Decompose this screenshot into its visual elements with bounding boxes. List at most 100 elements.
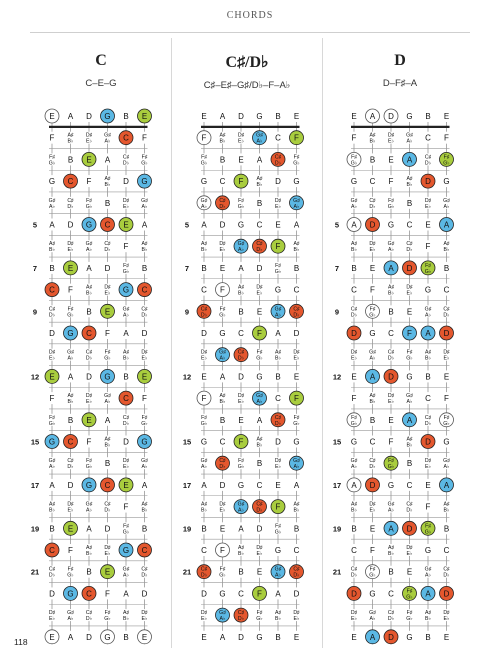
note-label: A♯ bbox=[275, 610, 281, 616]
note-marker: G bbox=[403, 630, 416, 643]
note-label: E♭ bbox=[49, 616, 55, 622]
note-label: C bbox=[444, 546, 450, 555]
note-label: D bbox=[351, 329, 357, 338]
note-marker: F♯G♭ bbox=[216, 565, 229, 579]
note-label: F bbox=[370, 546, 375, 555]
note-label: A bbox=[86, 264, 92, 273]
note-label: B bbox=[86, 568, 91, 577]
note-marker: F bbox=[64, 283, 77, 296]
note-marker: A♯B♭ bbox=[253, 175, 266, 188]
note-label: G♯ bbox=[49, 198, 56, 204]
note-label: G♯ bbox=[275, 306, 282, 312]
note-label: G bbox=[141, 437, 147, 446]
note-label: E♭ bbox=[238, 399, 244, 405]
note-label: D♭ bbox=[123, 421, 129, 427]
note-marker: C bbox=[137, 282, 152, 297]
note-label: F bbox=[142, 134, 147, 143]
note-label: G bbox=[351, 177, 357, 186]
note-marker: G bbox=[385, 478, 397, 491]
note-label: G♭ bbox=[141, 421, 147, 427]
note-label: G bbox=[201, 437, 207, 446]
note-label: F bbox=[202, 134, 207, 143]
note-label: A bbox=[425, 329, 431, 338]
note-label: C bbox=[105, 220, 111, 229]
note-marker: G bbox=[403, 370, 416, 383]
note-label: F bbox=[220, 286, 225, 295]
note-marker: G bbox=[348, 175, 361, 188]
note-label: D♯ bbox=[201, 350, 208, 356]
note-label: C♯ bbox=[406, 241, 413, 247]
note-marker: F bbox=[385, 175, 397, 188]
note-label: A bbox=[49, 481, 55, 490]
note-label: D bbox=[238, 112, 244, 121]
note-label: A♯ bbox=[406, 176, 412, 182]
note-label: D bbox=[370, 220, 376, 229]
note-marker: E bbox=[100, 303, 115, 319]
note-marker: D bbox=[365, 477, 380, 493]
note-label: G♭ bbox=[443, 421, 449, 427]
note-label: G bbox=[351, 437, 357, 446]
note-label: B bbox=[238, 568, 243, 577]
chord-notes: D–F♯–A bbox=[382, 78, 418, 89]
note-label: D♯ bbox=[49, 350, 56, 356]
note-label: A♭ bbox=[388, 508, 394, 514]
note-label: G♯ bbox=[219, 610, 226, 616]
note-label: G♯ bbox=[238, 502, 245, 508]
note-label: E♭ bbox=[425, 204, 431, 210]
note-label: D♭ bbox=[86, 616, 92, 622]
note-label: A bbox=[370, 112, 376, 121]
note-label: G bbox=[49, 437, 55, 446]
note-marker: D bbox=[64, 218, 77, 231]
note-label: F♯ bbox=[425, 263, 431, 269]
note-label: G♯ bbox=[86, 241, 93, 247]
note-marker: E bbox=[440, 370, 453, 383]
note-label: A♭ bbox=[275, 312, 281, 318]
note-marker: D♯E♭ bbox=[198, 609, 211, 622]
note-label: E bbox=[388, 416, 393, 425]
note-label: G♯ bbox=[256, 393, 263, 399]
note-label: C bbox=[238, 589, 244, 598]
note-label: C♯ bbox=[275, 415, 282, 421]
note-marker: G♯A♭ bbox=[64, 609, 77, 622]
note-label: F bbox=[444, 394, 449, 403]
note-label: B bbox=[425, 372, 430, 381]
note-label: A bbox=[351, 481, 357, 490]
note-marker: A♯B♭ bbox=[46, 240, 59, 253]
note-label: D bbox=[49, 329, 55, 338]
note-label: A♭ bbox=[444, 204, 450, 210]
note-label: B♭ bbox=[351, 247, 357, 253]
note-marker: C♯D♭ bbox=[289, 564, 304, 580]
note-marker: F♯G♭ bbox=[138, 153, 151, 166]
note-marker: A bbox=[46, 218, 59, 231]
note-label: E bbox=[388, 155, 393, 164]
note-marker: D bbox=[439, 325, 454, 341]
note-marker: F♯G♭ bbox=[253, 348, 266, 362]
note-marker: D♯E♭ bbox=[101, 283, 114, 297]
note-marker: C bbox=[290, 283, 303, 296]
note-label: C♯ bbox=[351, 306, 358, 312]
fret-number: 12 bbox=[31, 372, 39, 381]
note-label: A♭ bbox=[142, 464, 148, 470]
note-label: D♯ bbox=[141, 350, 148, 356]
note-label: C bbox=[86, 589, 92, 598]
note-marker: B bbox=[290, 261, 303, 274]
note-label: D♯ bbox=[141, 610, 148, 616]
note-marker: C bbox=[403, 478, 416, 491]
note-marker: C bbox=[290, 543, 303, 556]
note-marker: G♯A♭ bbox=[289, 455, 304, 471]
note-marker: B bbox=[46, 261, 59, 274]
note-marker: D♯E♭ bbox=[138, 348, 151, 362]
note-label: C bbox=[425, 134, 431, 143]
note-label: A♯ bbox=[219, 133, 225, 139]
note-marker: C bbox=[366, 175, 379, 188]
note-label: B♭ bbox=[388, 291, 394, 297]
note-label: D♯ bbox=[256, 545, 263, 551]
note-marker: F♯G♭ bbox=[439, 151, 454, 167]
note-label: C♯ bbox=[443, 567, 450, 573]
note-label: A♭ bbox=[123, 312, 129, 318]
note-label: E bbox=[220, 524, 225, 533]
note-marker: B bbox=[119, 630, 132, 643]
note-marker: D♯E♭ bbox=[83, 131, 95, 145]
note-marker: D bbox=[290, 587, 303, 600]
note-label: A♯ bbox=[219, 393, 225, 399]
